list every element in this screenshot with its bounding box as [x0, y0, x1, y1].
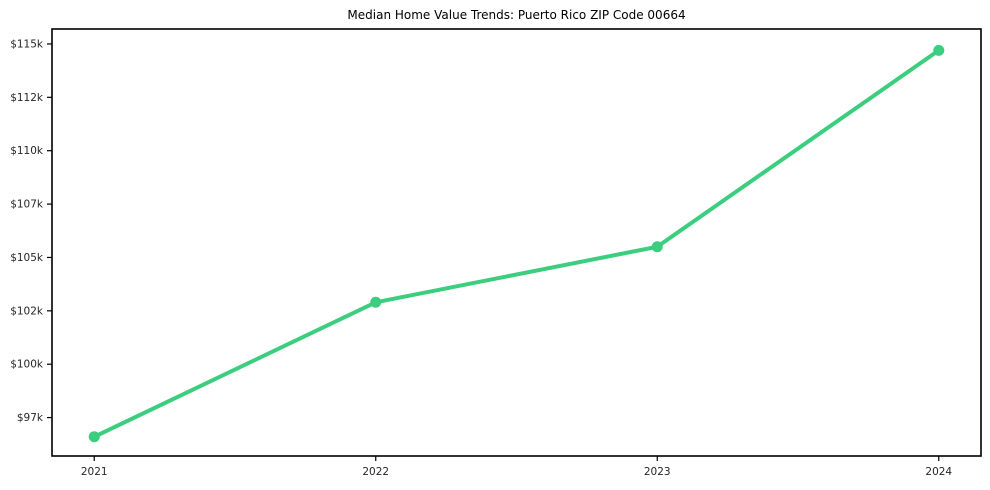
y-tick-label: $112k: [10, 92, 44, 104]
trend-line: [92, 48, 941, 439]
x-tick-label: 2022: [362, 466, 389, 478]
x-tick-label: 2021: [81, 466, 108, 478]
data-point: [651, 241, 663, 253]
chart-title: Median Home Value Trends: Puerto Rico ZI…: [347, 8, 686, 22]
y-tick-label: $105k: [10, 252, 44, 264]
y-tick-label: $110k: [10, 145, 44, 157]
y-tick-label: $100k: [10, 359, 44, 371]
x-tick-label: 2024: [925, 466, 952, 478]
data-point: [370, 296, 382, 308]
data-point: [933, 44, 945, 56]
y-tick-label: $107k: [10, 199, 44, 211]
data-point: [88, 431, 100, 443]
y-tick-label: $102k: [10, 305, 44, 317]
y-tick-label: $97k: [17, 412, 44, 424]
x-tick-label: 2023: [644, 466, 671, 478]
plot-frame: [51, 28, 982, 457]
y-tick-label: $115k: [10, 38, 44, 50]
